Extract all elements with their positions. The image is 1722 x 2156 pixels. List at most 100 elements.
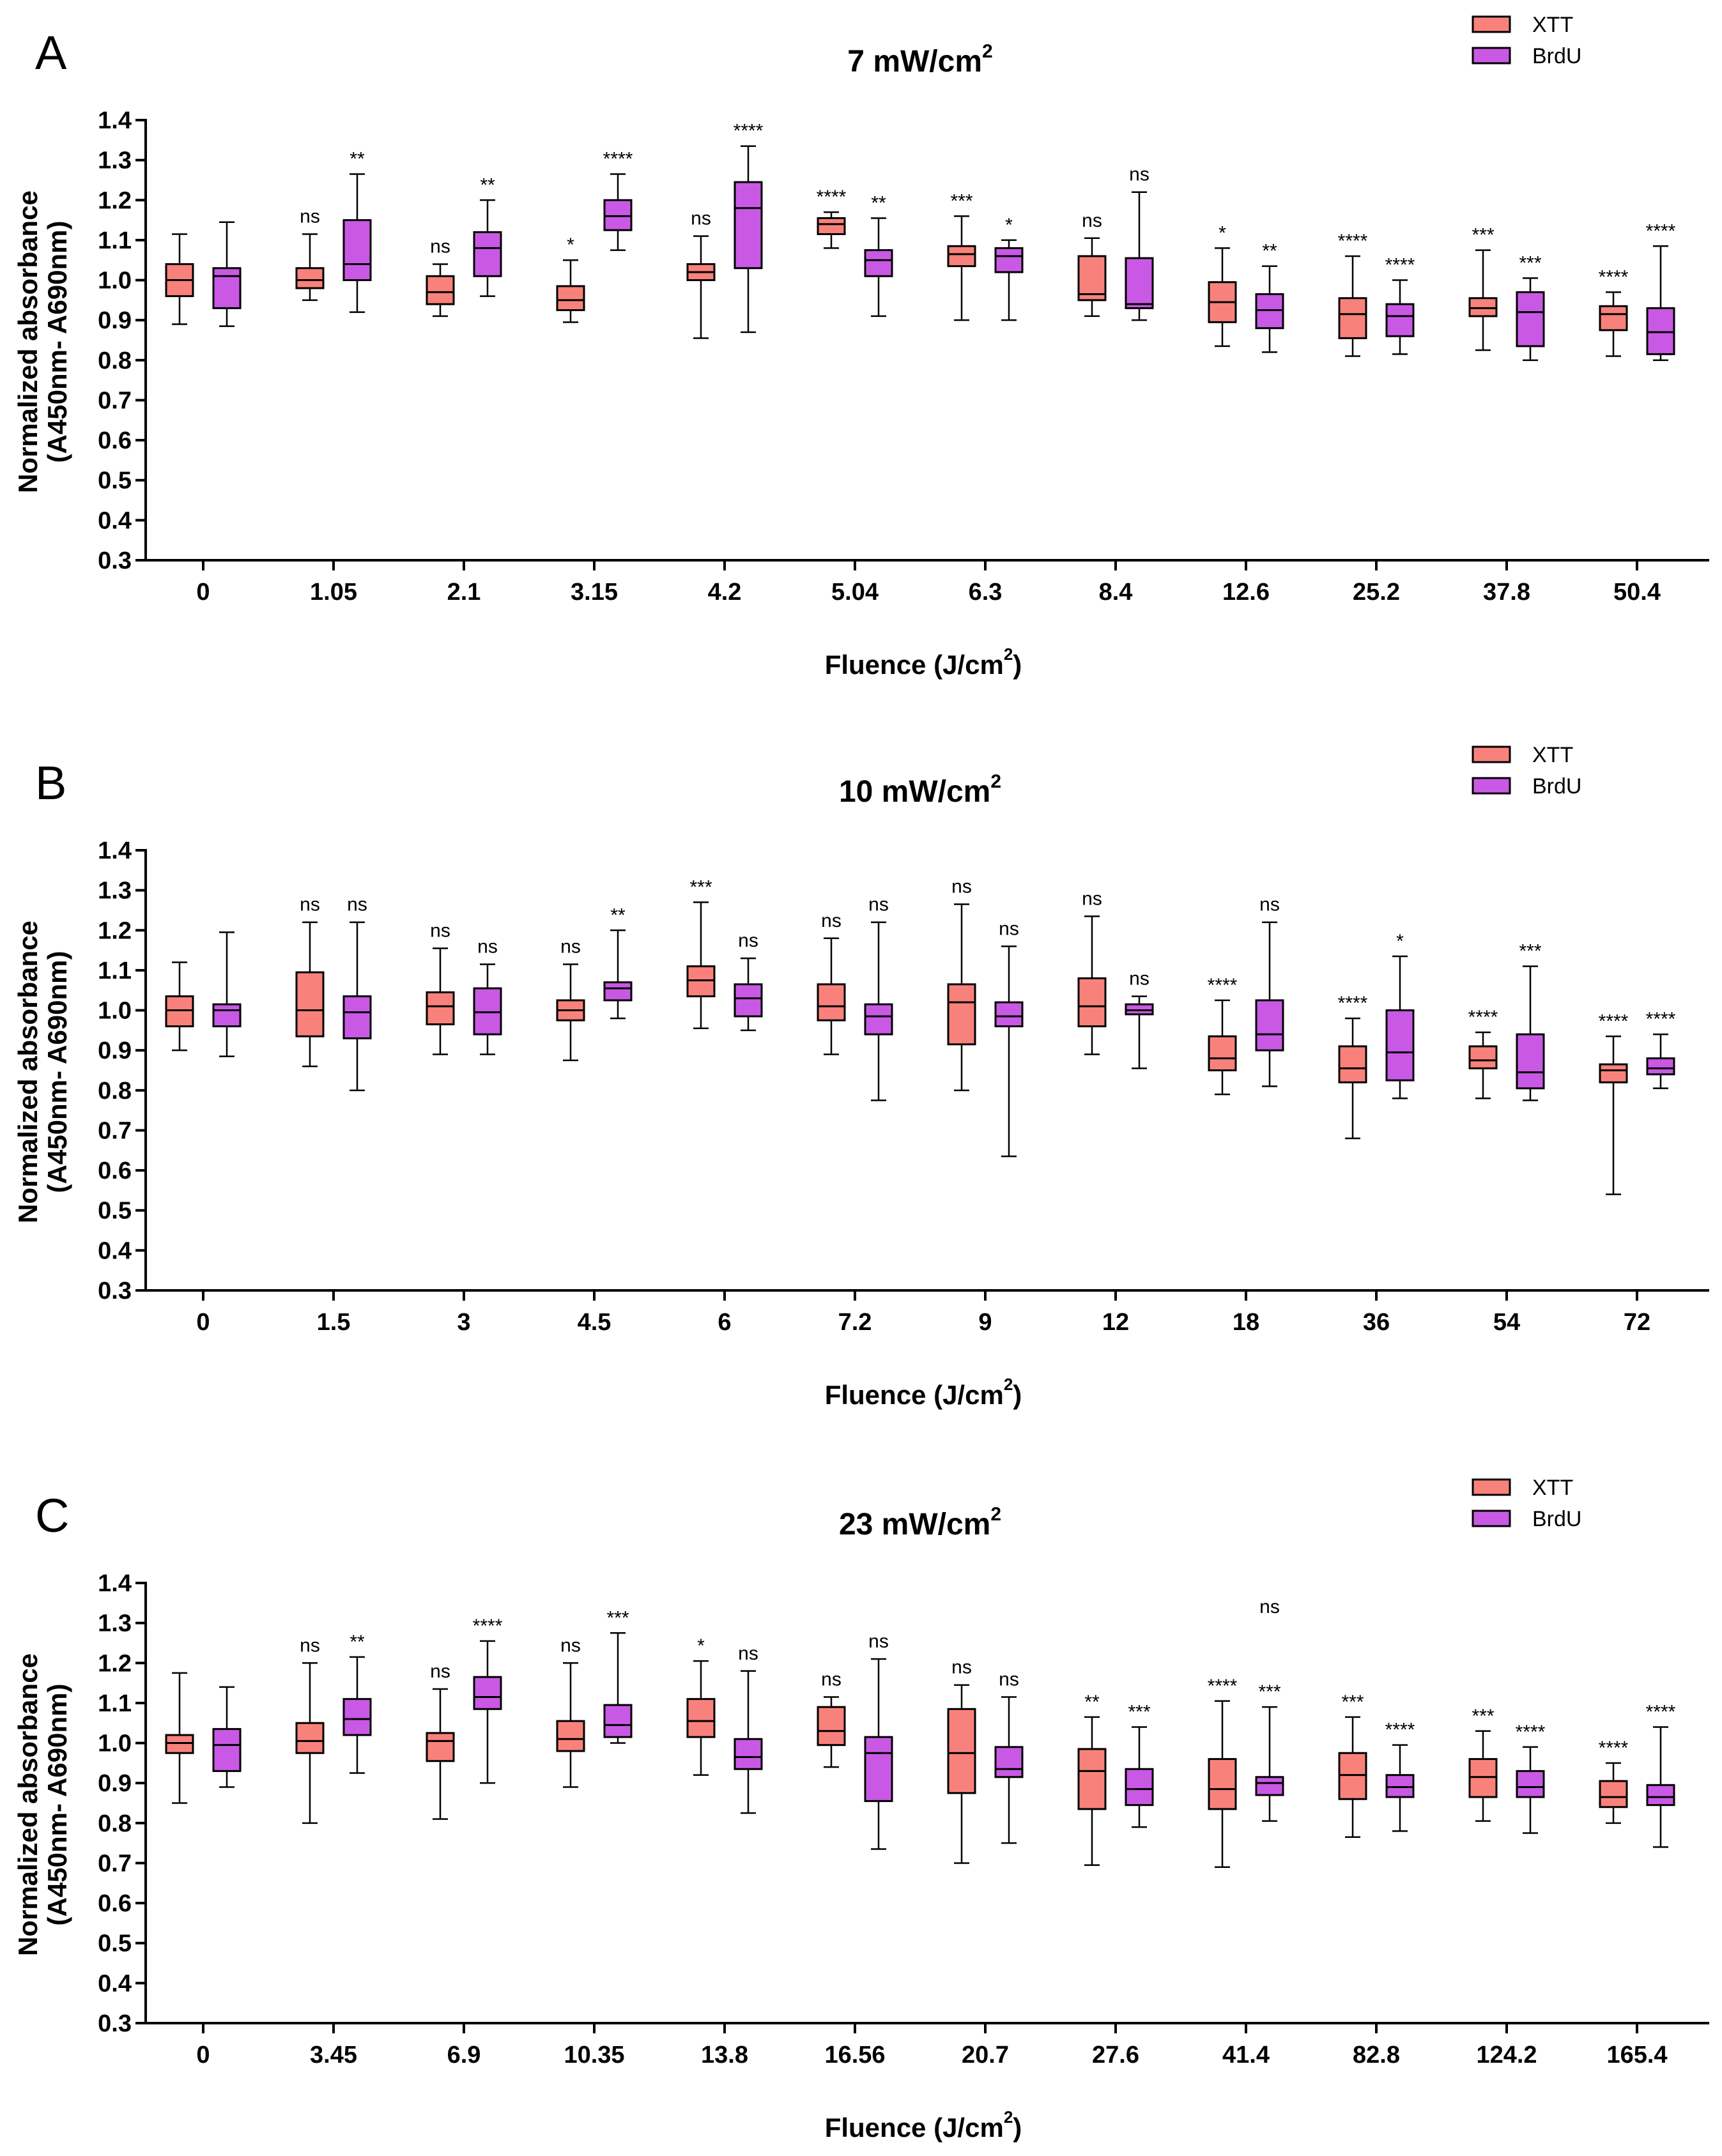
box-brdu: **** — [1646, 220, 1676, 362]
box-brdu: ** — [864, 192, 893, 317]
box-body — [1516, 291, 1545, 348]
box-body — [1338, 297, 1367, 339]
y-axis: 0.3 0.4 0.5 0.6 0.7 0.8 0.9 1.0 1.1 1.2 1.3 1.4 — [98, 107, 147, 574]
box-body — [1208, 1758, 1237, 1810]
box-brdu: ns — [994, 1669, 1024, 1844]
box-xtt: *** — [947, 190, 976, 321]
significance-label: * — [697, 1635, 705, 1656]
significance-label: ns — [560, 1635, 581, 1656]
x-axis-title-close: ) — [1013, 650, 1022, 680]
legend-swatch-brdu — [1472, 47, 1511, 65]
box-body — [1208, 1035, 1237, 1071]
significance-label: ** — [350, 1632, 365, 1653]
box-body — [1125, 257, 1154, 309]
significance-label: ns — [1082, 888, 1102, 909]
y-tick-label: 0.5 — [98, 468, 132, 494]
box-body — [1338, 1045, 1367, 1083]
y-axis-title: Normalized absorbance(A450nm- A690nm) — [13, 921, 72, 1223]
y-axis-title-line1: Normalized absorbance — [13, 1653, 43, 1956]
box-body — [1599, 305, 1628, 332]
box-brdu — [212, 931, 242, 1057]
panel-c: C 23 mW/cm2XTTBrdU0.30.40.50.60.70.80.91.… — [13, 1476, 1709, 2143]
y-tick-label: 0.8 — [98, 1810, 132, 1837]
box-body — [686, 1698, 716, 1738]
y-tick-label: 1.0 — [98, 268, 132, 294]
series-brdu: ***************ns****** ******* — [212, 121, 1676, 362]
significance-label: *** — [1472, 1706, 1494, 1727]
box-body — [1599, 1063, 1628, 1083]
x-tick-label: 8.4 — [1099, 579, 1133, 606]
box-xtt — [165, 233, 194, 325]
y-tick-label: 0.3 — [98, 1278, 132, 1304]
box-body — [947, 983, 976, 1046]
x-axis: 0 3.45 6.9 10.35 13.8 16.56 20.7 27.6 41.4 82.8 12… — [144, 2022, 1709, 2068]
y-axis-title-line2: (A450nm- A690nm) — [42, 951, 72, 1193]
significance-label: **** — [734, 121, 764, 142]
panel-letter: B — [35, 756, 66, 809]
significance-label: ns — [868, 894, 889, 915]
box-brdu: ns — [1125, 164, 1154, 321]
box-body — [473, 231, 502, 277]
y-tick-label: 0.9 — [98, 1770, 132, 1797]
legend: XTT BrdU — [1472, 1476, 1581, 1531]
y-axis-title-line1: Normalized absorbance — [13, 921, 43, 1223]
box-body — [295, 971, 325, 1037]
box-body — [994, 247, 1024, 273]
box-body — [295, 267, 325, 289]
box-xtt: ns — [947, 1657, 976, 1864]
box-body — [734, 181, 763, 270]
x-tick-label: 0 — [196, 1309, 210, 1336]
legend-swatch-brdu — [1472, 777, 1511, 795]
box-body — [817, 983, 846, 1021]
significance-label: ** — [1084, 1692, 1100, 1713]
y-tick-label: 0.4 — [98, 1970, 132, 1997]
panel-letter: C — [35, 1489, 69, 1542]
box-body — [212, 1003, 242, 1028]
box-body — [426, 991, 455, 1025]
box-body — [426, 1732, 455, 1762]
y-axis: 0.3 0.4 0.5 0.6 0.7 0.8 0.9 1.0 1.1 1.2 1.3 1.4 — [98, 1570, 147, 2037]
x-tick-label: 37.8 — [1483, 579, 1530, 606]
box-brdu: **** — [1516, 1722, 1546, 1834]
box-xtt: ns — [556, 1635, 585, 1788]
x-tick-label: 5.04 — [831, 579, 879, 606]
y-axis-title-line2: (A450nm- A690nm) — [42, 1684, 72, 1926]
box-xtt: **** — [1599, 1738, 1629, 1824]
box-xtt: *** — [1468, 225, 1498, 351]
significance-label: ns — [300, 206, 320, 227]
significance-label: ns — [560, 937, 581, 958]
x-tick-label: 36 — [1363, 1309, 1390, 1336]
box-body — [1077, 977, 1107, 1028]
box-brdu — [212, 221, 242, 327]
x-axis-title-main: Fluence (J/cm — [825, 650, 1004, 680]
box-body — [994, 1746, 1024, 1778]
box-xtt — [165, 1672, 194, 1804]
y-tick-label: 0.6 — [98, 1890, 132, 1917]
significance-label: ** — [350, 149, 365, 170]
x-tick-label: 1.05 — [310, 579, 357, 606]
y-tick-label: 1.2 — [98, 917, 132, 944]
box-xtt: * — [686, 1635, 716, 1776]
box-body — [947, 1708, 976, 1794]
y-tick-label: 1.2 — [98, 187, 132, 214]
significance-label: * — [567, 234, 574, 256]
significance-label: ns — [347, 894, 367, 915]
significance-label: ns — [1082, 210, 1102, 231]
legend-label-xtt: XTT — [1532, 1476, 1573, 1500]
x-tick-label: 10.35 — [564, 2042, 624, 2068]
y-tick-label: 0.7 — [98, 387, 132, 414]
panel-title-sup: 2 — [990, 1504, 1001, 1525]
box-xtt: * — [1208, 222, 1237, 348]
x-tick-label: 54 — [1493, 1309, 1520, 1336]
x-tick-label: 6.9 — [447, 2042, 481, 2068]
x-axis-title-sup: 2 — [1004, 645, 1013, 664]
box-xtt: ns — [817, 1669, 846, 1768]
significance-label: ns — [1129, 968, 1149, 990]
significance-label: **** — [473, 1616, 503, 1637]
y-tick-label: 0.8 — [98, 1078, 132, 1105]
box-xtt: ns — [426, 920, 455, 1055]
significance-label: **** — [1646, 220, 1676, 241]
box-body — [1385, 1774, 1415, 1798]
y-tick-label: 0.7 — [98, 1850, 132, 1877]
